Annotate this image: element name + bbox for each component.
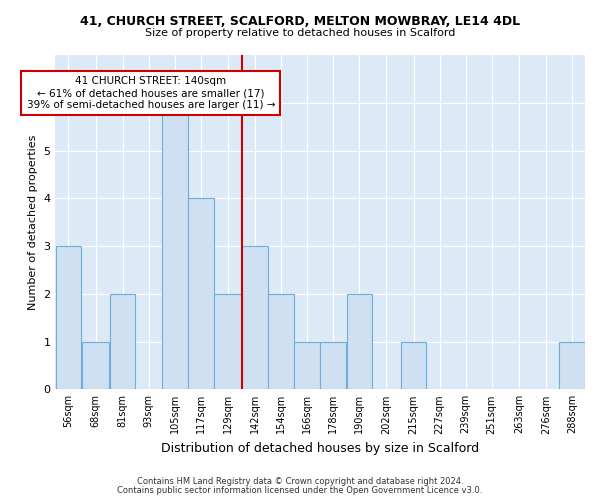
Text: Size of property relative to detached houses in Scalford: Size of property relative to detached ho… bbox=[145, 28, 455, 38]
Bar bbox=[401, 342, 426, 390]
Text: 41, CHURCH STREET, SCALFORD, MELTON MOWBRAY, LE14 4DL: 41, CHURCH STREET, SCALFORD, MELTON MOWB… bbox=[80, 15, 520, 28]
Bar bbox=[162, 103, 188, 390]
Text: Contains HM Land Registry data © Crown copyright and database right 2024.: Contains HM Land Registry data © Crown c… bbox=[137, 477, 463, 486]
Bar bbox=[110, 294, 136, 390]
Y-axis label: Number of detached properties: Number of detached properties bbox=[28, 134, 38, 310]
Bar bbox=[188, 198, 214, 390]
Bar bbox=[295, 342, 320, 390]
Bar bbox=[320, 342, 346, 390]
Bar bbox=[347, 294, 372, 390]
Bar bbox=[242, 246, 268, 390]
Bar bbox=[268, 294, 294, 390]
Bar bbox=[56, 246, 81, 390]
Bar bbox=[214, 294, 242, 390]
Bar bbox=[559, 342, 585, 390]
Bar bbox=[82, 342, 109, 390]
X-axis label: Distribution of detached houses by size in Scalford: Distribution of detached houses by size … bbox=[161, 442, 479, 455]
Text: Contains public sector information licensed under the Open Government Licence v3: Contains public sector information licen… bbox=[118, 486, 482, 495]
Text: 41 CHURCH STREET: 140sqm
← 61% of detached houses are smaller (17)
39% of semi-d: 41 CHURCH STREET: 140sqm ← 61% of detach… bbox=[26, 76, 275, 110]
